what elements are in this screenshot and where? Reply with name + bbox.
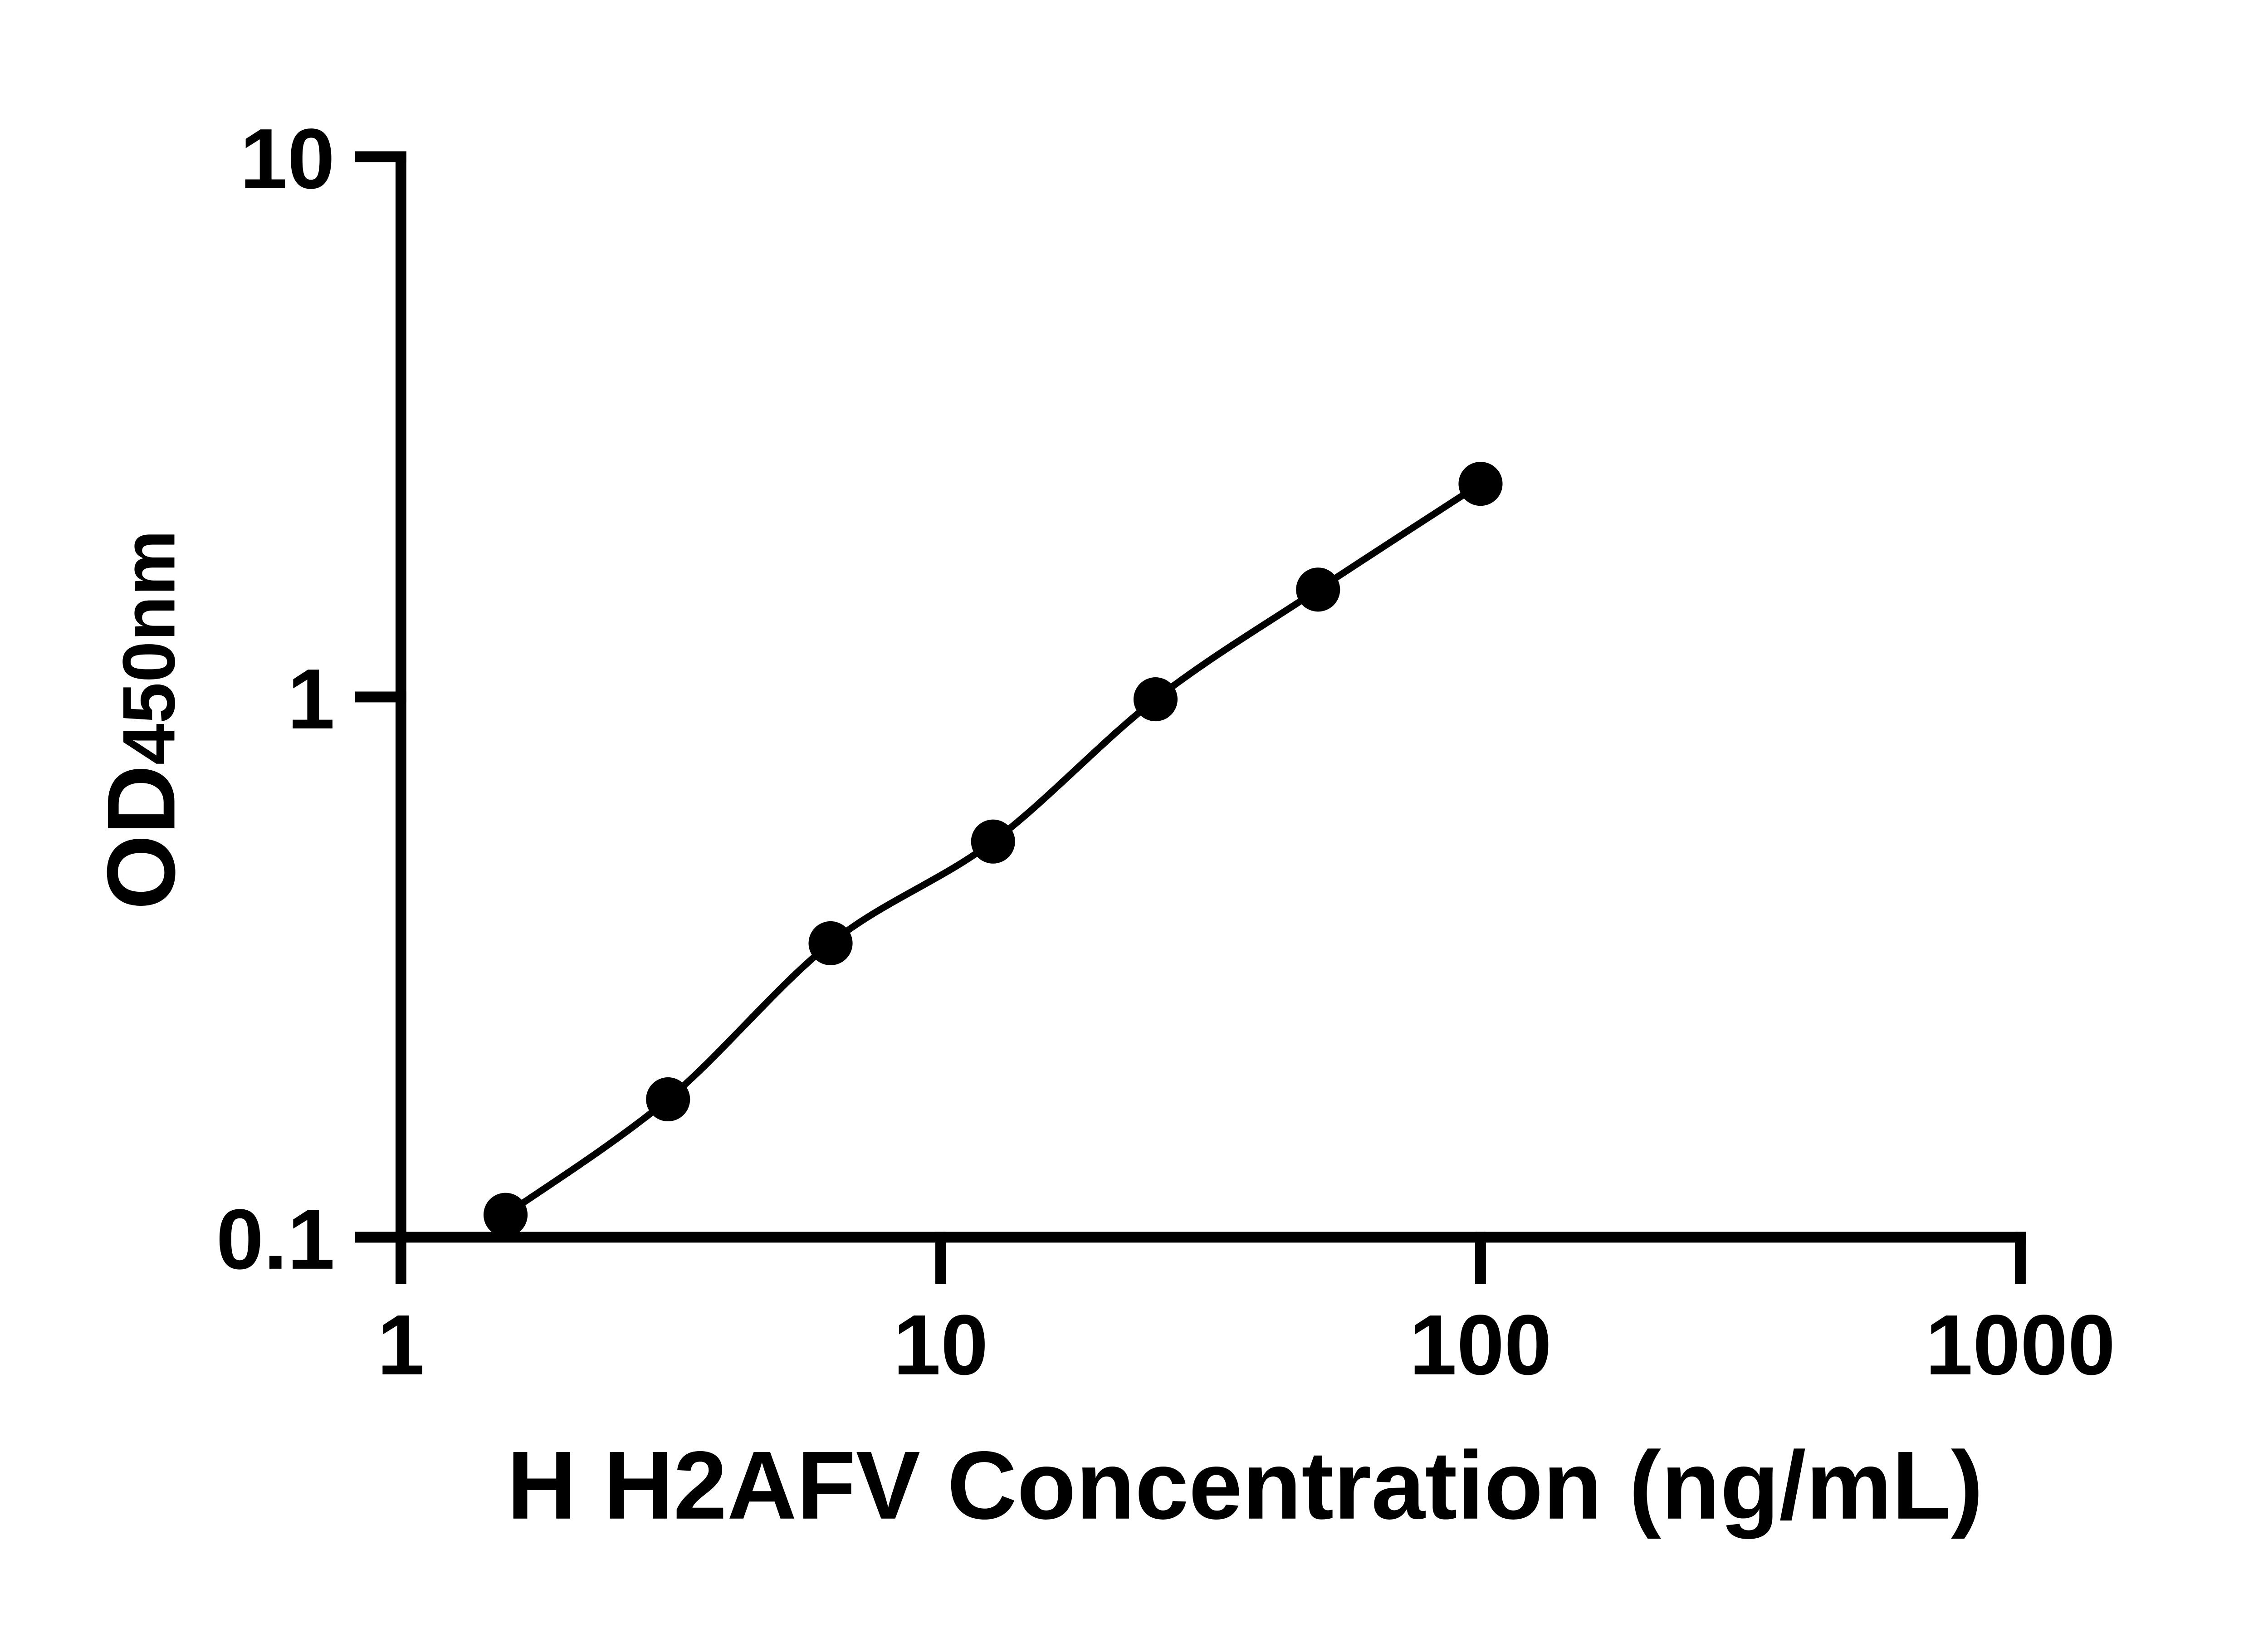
data-point [808,921,853,965]
y-axis-title: OD450nm [87,530,195,910]
data-series [483,462,1503,1237]
x-tick-label: 10 [893,1297,988,1393]
y-tick-label: 0.1 [216,1192,335,1287]
data-point [1133,677,1178,722]
y-axis-title-main: OD [87,765,195,910]
axes [355,151,2026,1243]
x-tick-label: 1 [377,1297,425,1393]
y-axis-title-subscript: 450nm [107,530,190,765]
x-tick-label: 1000 [1926,1297,2116,1393]
y-tick-label: 10 [240,111,335,206]
data-point [1458,462,1503,506]
data-point [483,1193,528,1237]
x-axis-title: H H2AFV Concentration (ng/mL) [507,1432,1983,1540]
data-point [971,819,1015,864]
tick-marks [355,151,2026,1284]
data-point [1296,567,1340,612]
y-tick-label: 1 [288,651,335,747]
data-point [646,1077,690,1122]
x-tick-label: 100 [1409,1297,1552,1393]
tick-labels: 1 10 100 1000 0.1 1 10 [216,111,2116,1393]
